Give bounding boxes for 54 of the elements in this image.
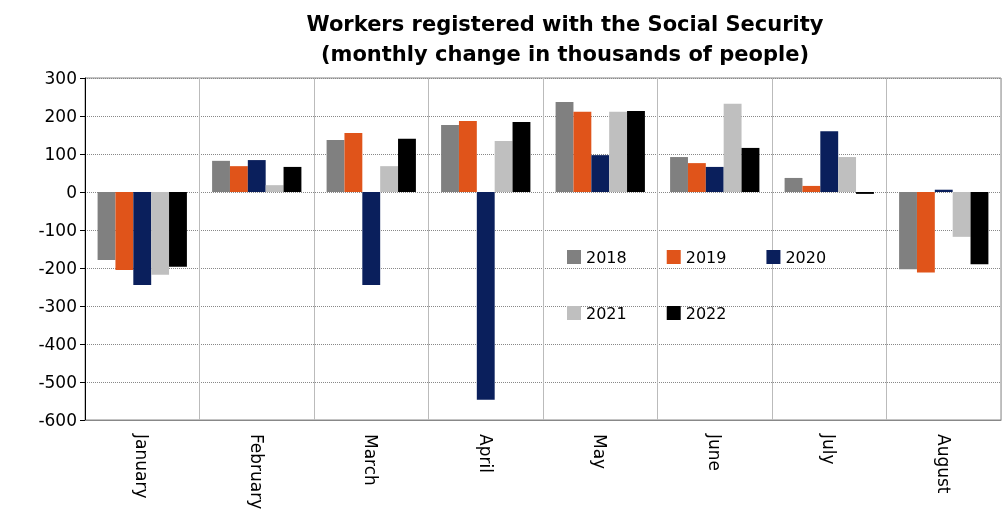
bar (229, 166, 248, 192)
bar (802, 185, 821, 192)
bar (820, 131, 839, 192)
bar (916, 192, 935, 273)
bar (362, 192, 381, 286)
bar (609, 111, 628, 192)
bar (169, 192, 187, 267)
bar (115, 192, 134, 270)
x-tick-label: July (819, 433, 840, 465)
y-tick-label: 100 (44, 144, 77, 164)
x-tick-label: May (590, 434, 611, 470)
bar (838, 157, 857, 192)
bar (591, 155, 610, 192)
y-tick-label: 200 (44, 106, 77, 126)
bar (380, 166, 399, 192)
bar (283, 166, 302, 192)
bar (494, 141, 513, 192)
legend-label: 2019 (685, 247, 727, 267)
bar (247, 160, 266, 192)
bar (458, 120, 477, 192)
bar (476, 192, 495, 400)
bar (952, 192, 971, 237)
y-tick-label: 0 (66, 182, 77, 202)
x-tick-label: January (132, 433, 153, 499)
bar (151, 192, 170, 275)
bar (265, 185, 284, 192)
y-tick-label: 300 (44, 68, 77, 88)
bar (398, 138, 416, 192)
bar (723, 103, 742, 192)
x-tick-label: March (361, 434, 382, 486)
bar (573, 111, 592, 192)
bar (512, 122, 531, 192)
legend-label: 2020 (785, 247, 827, 267)
y-tick-label: -500 (38, 372, 77, 392)
bar (687, 163, 706, 192)
x-tick-label: April (475, 434, 496, 473)
y-tick-label: -600 (38, 410, 77, 430)
legend-label: 2018 (586, 247, 627, 267)
x-tick-label: August (933, 434, 954, 494)
y-tick-label: -200 (38, 258, 77, 278)
bar (133, 192, 152, 286)
bar (741, 147, 760, 192)
legend-label: 2021 (586, 303, 627, 323)
bar (705, 166, 724, 192)
legend-label: 2022 (685, 303, 727, 323)
bar (344, 133, 363, 192)
chart-title: Workers registered with the Social Security (monthly change in thousands of people) (306, 12, 824, 66)
y-tick-label: -100 (38, 220, 77, 240)
y-tick-label: -300 (38, 296, 77, 316)
bar (627, 111, 645, 192)
bar (970, 192, 989, 265)
y-tick-label: -400 (38, 334, 77, 354)
x-tick-label: June (704, 433, 725, 472)
x-tick-label: February (246, 434, 267, 510)
